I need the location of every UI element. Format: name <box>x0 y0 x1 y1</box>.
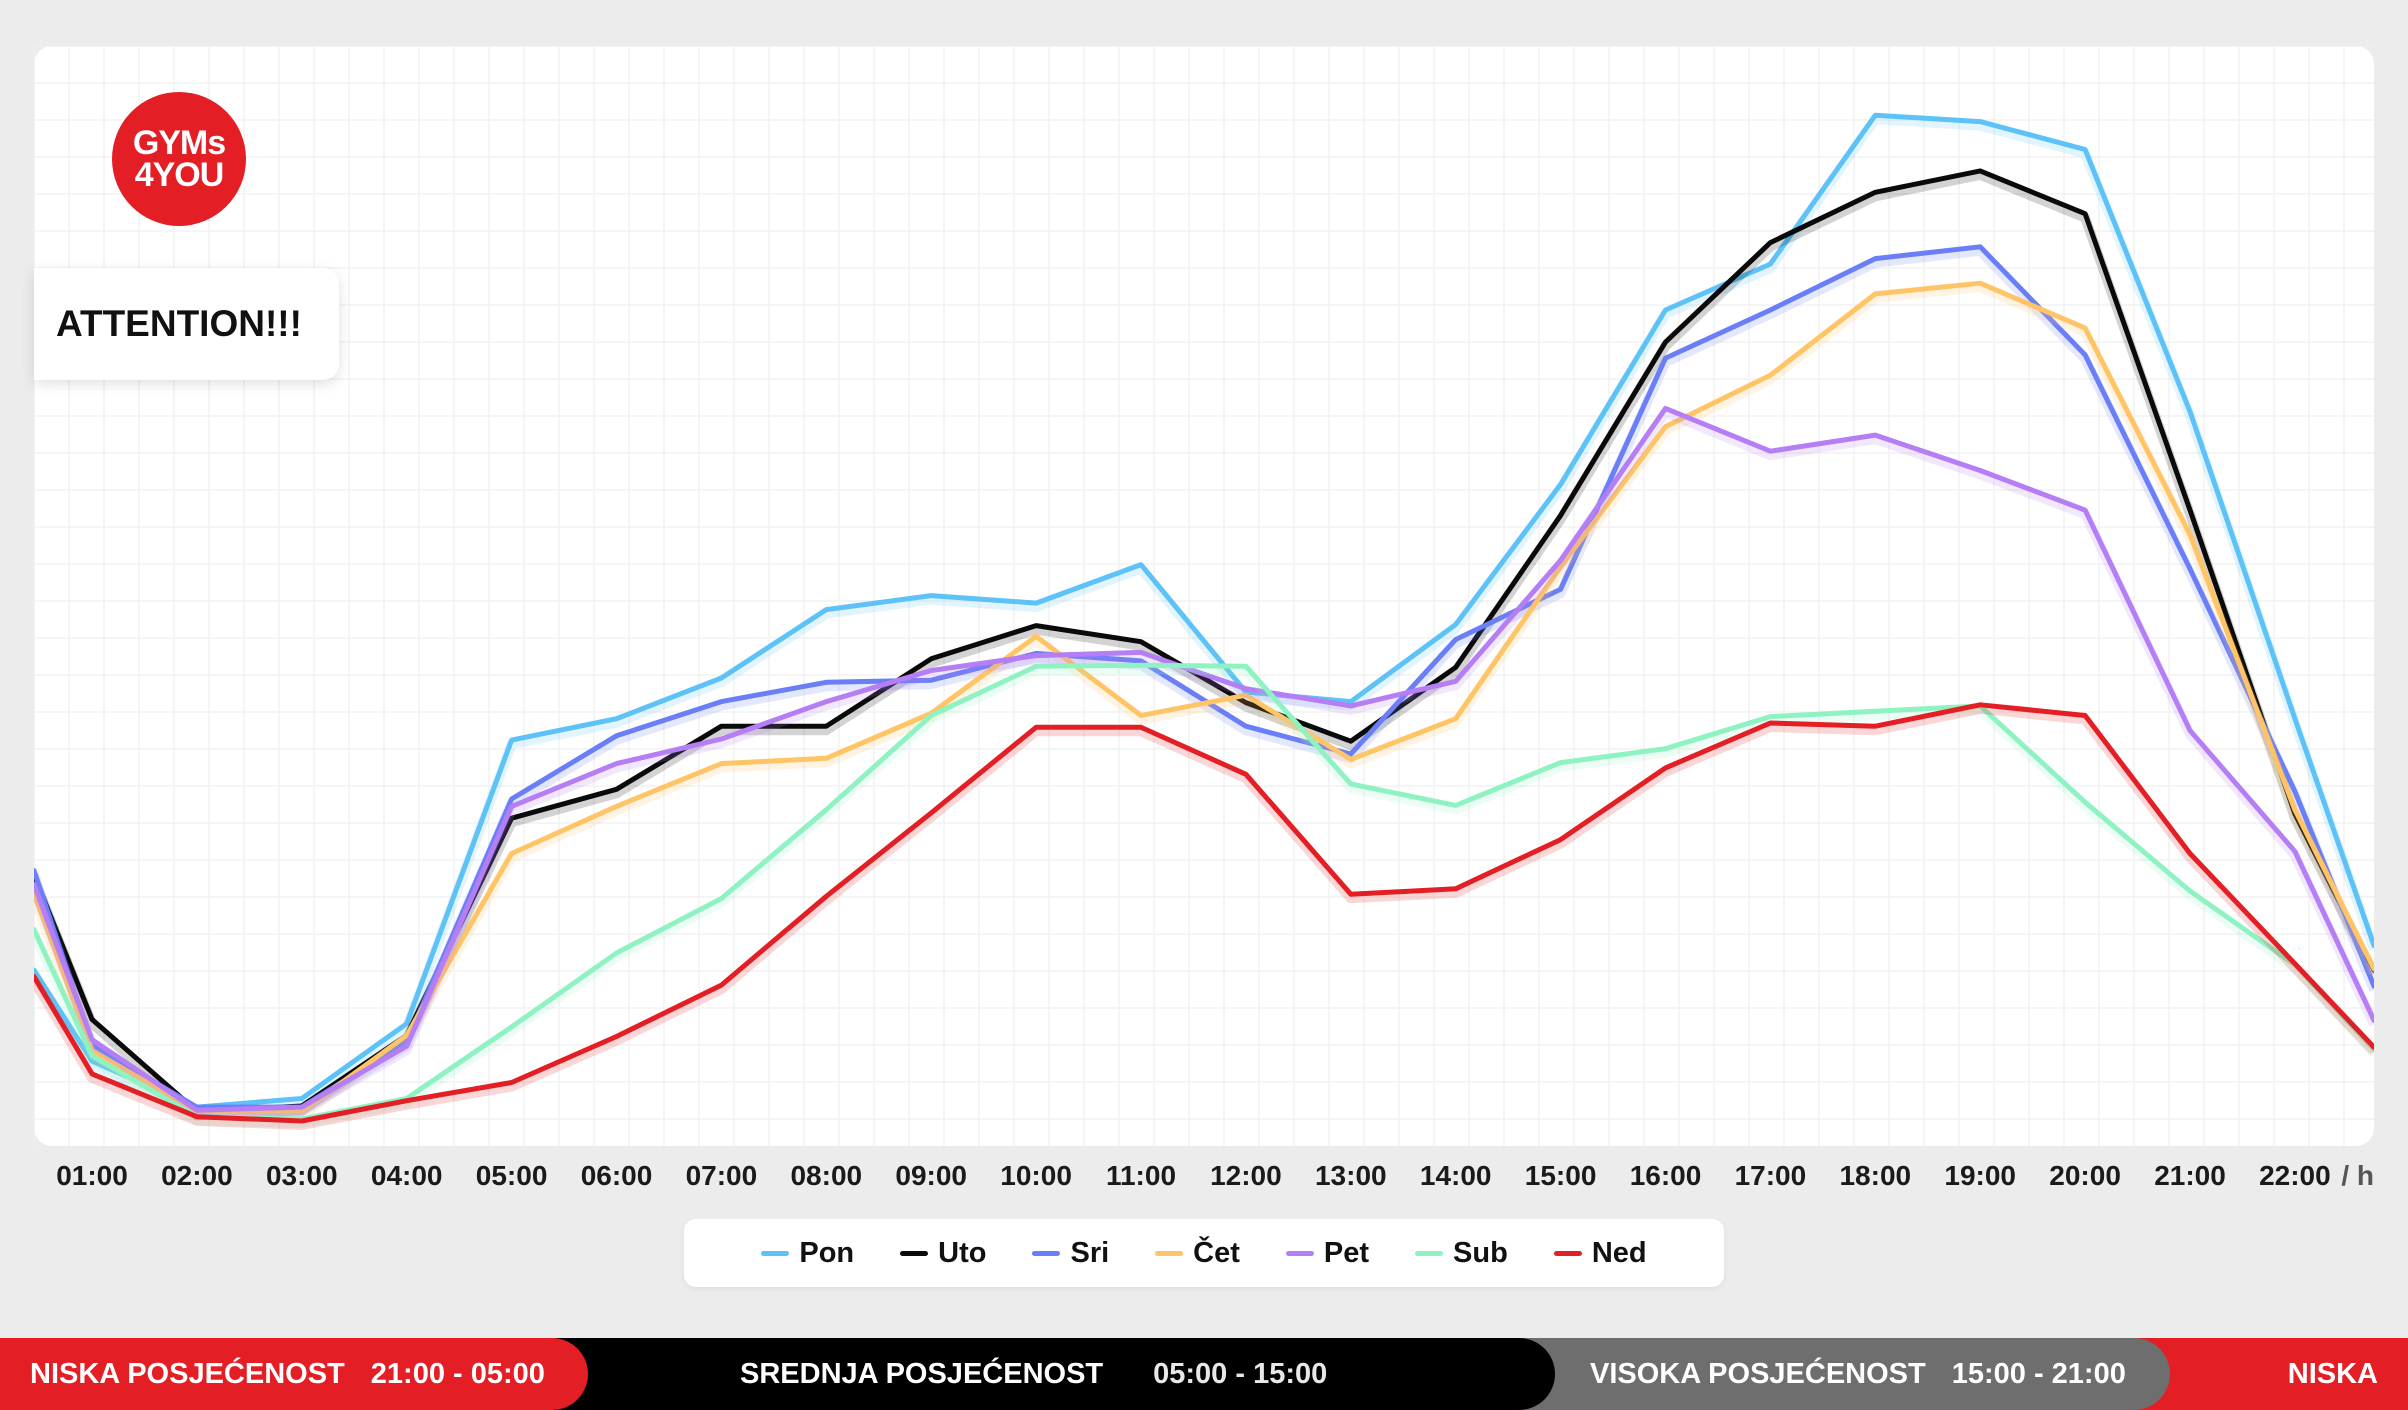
medium-attendance-segment: SREDNJA POSJEĆENOST 05:00 - 15:00 <box>540 1338 1555 1410</box>
x-tick-label: 03:00 <box>266 1160 338 1191</box>
legend-swatch-sri <box>1032 1250 1061 1256</box>
legend-label-sri: Sri <box>1070 1236 1110 1269</box>
low-attendance-label: NISKA POSJEĆENOST <box>30 1357 345 1390</box>
x-tick-label: 14:00 <box>1420 1160 1492 1191</box>
high-attendance-segment: VISOKA POSJEĆENOST 15:00 - 21:00 <box>1500 1338 2170 1410</box>
x-tick-label: 17:00 <box>1735 1160 1807 1191</box>
legend-swatch-pon <box>761 1250 790 1256</box>
x-tick-label: 20:00 <box>2049 1160 2121 1191</box>
attention-text: ATTENTION!!! <box>56 303 302 344</box>
series-shadow-pet <box>34 407 2374 1120</box>
x-tick-label: 12:00 <box>1210 1160 1282 1191</box>
series-line-čet <box>34 280 2374 1114</box>
x-tick-label: 08:00 <box>790 1160 862 1191</box>
medium-attendance-label: SREDNJA POSJEĆENOST <box>740 1357 1104 1390</box>
x-tick-label: 09:00 <box>895 1160 967 1191</box>
x-tick-label: 05:00 <box>476 1160 548 1191</box>
series-shadow-pon <box>34 114 2374 1117</box>
gyms4you-logo: GYMs 4YOU <box>112 92 246 226</box>
legend-item-pon[interactable]: Pon <box>761 1237 854 1270</box>
legend-item-ned[interactable]: Ned <box>1553 1236 1647 1270</box>
legend-label-uto: Uto <box>938 1236 987 1269</box>
x-tick-label: 11:00 <box>1106 1160 1176 1191</box>
x-tick-label: 06:00 <box>581 1160 653 1191</box>
x-tick-label: 10:00 <box>1000 1160 1072 1191</box>
x-tick-label: 01:00 <box>56 1160 128 1191</box>
legend-swatch-uto <box>900 1250 929 1256</box>
series-line-ned <box>34 702 2374 1124</box>
chart-legend: Pon Uto Sri Čet Pet Sub Ned <box>684 1219 1724 1287</box>
low-attendance-time: 21:00 - 05:00 <box>370 1357 545 1390</box>
series-line-pet <box>34 405 2374 1113</box>
x-tick-label: 04:00 <box>371 1160 443 1191</box>
legend-swatch-ned <box>1553 1250 1582 1256</box>
legend-label-pet: Pet <box>1323 1236 1370 1269</box>
legend-label-ned: Ned <box>1591 1236 1647 1269</box>
legend-label-pon: Pon <box>799 1236 855 1269</box>
chart-grid <box>34 46 2374 1146</box>
high-attendance-label: VISOKA POSJEĆENOST <box>1590 1357 1926 1390</box>
x-tick-label: 21:00 <box>2154 1160 2226 1191</box>
x-tick-label: 15:00 <box>1525 1160 1597 1191</box>
legend-swatch-pet <box>1285 1250 1314 1256</box>
attendance-bar: NISKA POSJEĆENOST 21:00 - 05:00 SREDNJA … <box>0 1338 2408 1410</box>
x-tick-label: 02:00 <box>161 1160 233 1191</box>
line-chart <box>34 46 2374 1146</box>
legend-item-uto[interactable]: Uto <box>900 1237 986 1270</box>
legend-item-sub[interactable]: Sub <box>1415 1237 1508 1270</box>
x-axis-unit: / h <box>2341 1160 2374 1191</box>
low-attendance-tail-label: NISKA <box>2287 1357 2378 1390</box>
x-tick-label: 19:00 <box>1944 1160 2016 1191</box>
x-tick-label: 22:00 <box>2259 1160 2331 1191</box>
x-tick-label: 13:00 <box>1315 1160 1387 1191</box>
chart-card <box>34 46 2374 1146</box>
series-line-sri <box>34 244 2374 1110</box>
high-attendance-time: 15:00 - 21:00 <box>1951 1357 2126 1390</box>
legend-label-sub: Sub <box>1453 1236 1508 1269</box>
x-axis-ticks: 01:00 02:00 03:00 04:00 05:00 06:00 07:00 08:00… <box>56 1160 2374 1191</box>
series-shadow-čet <box>34 282 2374 1121</box>
legend-item-pet[interactable]: Pet <box>1285 1236 1370 1270</box>
x-tick-label: 07:00 <box>686 1160 758 1191</box>
attention-notice: ATTENTION!!! <box>34 268 339 380</box>
low-attendance-segment: NISKA POSJEĆENOST 21:00 - 05:00 <box>0 1338 588 1410</box>
x-tick-label: 16:00 <box>1630 1160 1702 1191</box>
low-attendance-tail-segment: NISKA <box>2200 1338 2408 1410</box>
x-tick-label: 18:00 <box>1839 1160 1911 1191</box>
legend-item-cet[interactable]: Čet <box>1155 1237 1240 1270</box>
medium-attendance-time: 05:00 - 15:00 <box>1153 1357 1328 1390</box>
series-line-pon <box>34 112 2374 1110</box>
legend-swatch-cet <box>1155 1250 1184 1256</box>
logo-line-1: GYMs <box>132 123 226 162</box>
legend-label-cet: Čet <box>1193 1236 1240 1269</box>
logo-line-2: 4YOU <box>134 156 225 194</box>
series-shadow-ned <box>34 703 2374 1130</box>
legend-item-sri[interactable]: Sri <box>1032 1237 1109 1270</box>
legend-swatch-sub <box>1415 1250 1444 1256</box>
